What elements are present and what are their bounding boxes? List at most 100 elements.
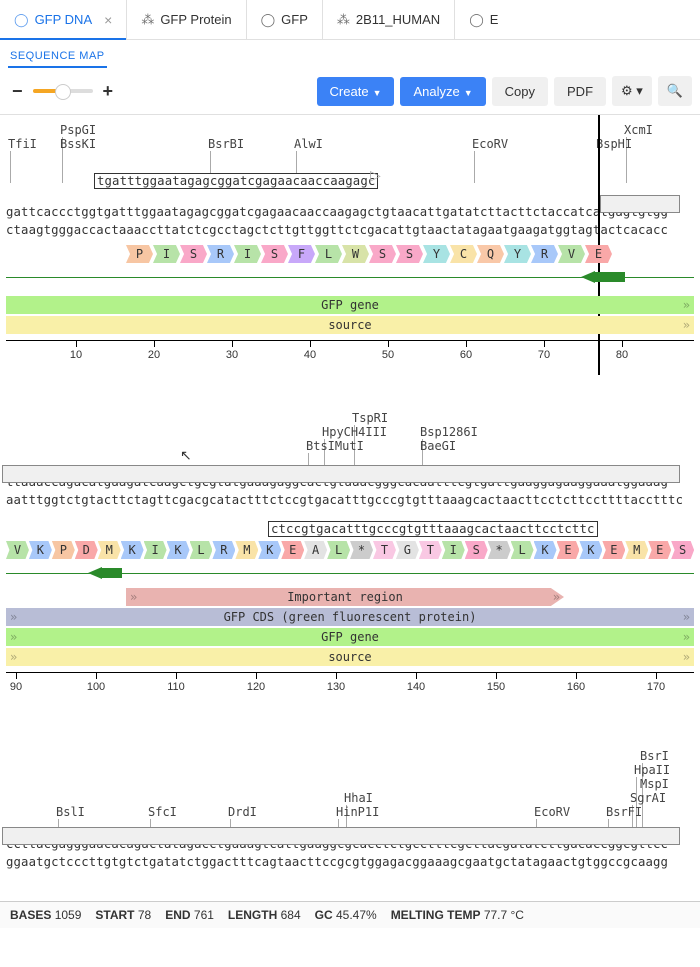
sequence-reverse[interactable]: ctaagtgggaccactaaaccttatctcgcctagctcttgt… xyxy=(6,221,694,239)
amino-acid: K xyxy=(534,541,557,559)
tab-2b11[interactable]: ⁂ 2B11_HUMAN xyxy=(323,0,455,39)
enzyme-label[interactable]: EcoRV xyxy=(472,137,508,151)
length-label: LENGTH xyxy=(228,908,277,922)
axis-tick-label: 70 xyxy=(538,349,550,361)
enzyme-label[interactable]: BtsIMutI xyxy=(306,439,364,453)
amino-acid: R xyxy=(207,245,234,263)
sequence-forward[interactable]: gattcaccctggtgatttggaatagagcggatcgagaaca… xyxy=(6,203,694,221)
toolbar: − + Create▼ Analyze▼ Copy PDF ⚙ ▾ 🔍 xyxy=(0,68,700,115)
amino-acid: P xyxy=(52,541,75,559)
feature-line xyxy=(6,277,694,278)
protein-icon: ⁂ xyxy=(141,12,154,28)
axis-tick-label: 150 xyxy=(487,681,505,693)
axis-tick-label: 110 xyxy=(167,681,185,693)
tab-gfp-protein[interactable]: ⁂ GFP Protein xyxy=(127,0,246,39)
close-icon[interactable]: × xyxy=(104,12,112,28)
enzyme-label[interactable]: BsrBI xyxy=(208,137,244,151)
axis-tick-label: 60 xyxy=(460,349,472,361)
melting-label: MELTING TEMP xyxy=(391,908,481,922)
amino-acid: E xyxy=(585,245,612,263)
pdf-button[interactable]: PDF xyxy=(554,77,606,106)
amino-acid: S xyxy=(465,541,488,559)
gc-label: GC xyxy=(315,908,333,922)
enzyme-label[interactable]: HinP1I xyxy=(336,805,379,819)
axis-tick-label: 140 xyxy=(407,681,425,693)
enzyme-label[interactable]: TfiI xyxy=(8,137,37,151)
dna-icon: ◯ xyxy=(14,12,29,28)
amino-acid: Y xyxy=(504,245,531,263)
amino-acid: S xyxy=(369,245,396,263)
amino-acid: M xyxy=(98,541,121,559)
enzyme-label[interactable]: XcmI xyxy=(624,123,653,137)
enzyme-label[interactable]: BspHI xyxy=(596,137,632,151)
selection-box xyxy=(2,827,680,845)
zoom-out-button[interactable]: − xyxy=(8,81,27,102)
feature-source[interactable]: source xyxy=(6,316,694,334)
amino-acid: I xyxy=(442,541,465,559)
enzyme-label[interactable]: TspRI xyxy=(352,411,388,425)
amino-acid: D xyxy=(75,541,98,559)
enzyme-label[interactable]: BssKI xyxy=(60,137,96,151)
amino-acid: K xyxy=(29,541,52,559)
enzyme-label[interactable]: SgrAI xyxy=(630,791,666,805)
dna-icon: ◯ xyxy=(261,12,276,28)
enzyme-label[interactable]: BsrI xyxy=(640,749,669,763)
sequence-reverse[interactable]: ggaatgctcccttgtgtctgatatctggactttcagtaac… xyxy=(6,853,694,871)
pointer-icon: ▷ xyxy=(370,167,381,184)
tab-extra[interactable]: ◯ E xyxy=(455,0,512,39)
sequence-panel-2: ↖ TspRIHpyCH4IIIBsp1286IBtsIMutIBaeGI tt… xyxy=(0,403,700,733)
tab-label: GFP Protein xyxy=(160,12,231,27)
enzyme-label[interactable]: MspI xyxy=(640,777,669,791)
create-button[interactable]: Create▼ xyxy=(317,77,395,106)
search-button[interactable]: 🔍 xyxy=(658,76,692,106)
feature-important-region[interactable]: Important region xyxy=(126,588,564,606)
zoom-in-button[interactable]: + xyxy=(99,81,118,102)
feature-source[interactable]: source xyxy=(6,648,694,666)
copy-button[interactable]: Copy xyxy=(492,77,548,106)
sequence-reverse[interactable]: aatttggtctgtacttctagttcgacgcatactttctccg… xyxy=(6,491,694,509)
gc-value: 45.47% xyxy=(336,908,377,922)
zoom-slider[interactable] xyxy=(33,89,93,93)
axis-tick-label: 50 xyxy=(382,349,394,361)
amino-acid: A xyxy=(304,541,327,559)
tab-gfp[interactable]: ◯ GFP xyxy=(247,0,323,39)
amino-acid-row: VKPDMKIKLRMKEAL*TGTIS*LKEKEMES xyxy=(6,541,694,559)
enzyme-label[interactable]: EcoRV xyxy=(534,805,570,819)
subtab-sequence-map[interactable]: SEQUENCE MAP xyxy=(8,46,107,68)
analyze-button[interactable]: Analyze▼ xyxy=(400,77,485,106)
amino-acid: S xyxy=(396,245,423,263)
enzyme-label[interactable]: BaeGI xyxy=(420,439,456,453)
start-value: 78 xyxy=(138,908,151,922)
enzyme-label[interactable]: Bsp1286I xyxy=(420,425,478,439)
settings-button[interactable]: ⚙ ▾ xyxy=(612,76,652,106)
subtabs: SEQUENCE MAP xyxy=(0,40,700,68)
enzyme-label[interactable]: HpaII xyxy=(634,763,670,777)
amino-acid: K xyxy=(167,541,190,559)
feature-line xyxy=(6,573,694,574)
tab-gfp-dna[interactable]: ◯ GFP DNA × xyxy=(0,0,127,39)
amino-acid: L xyxy=(315,245,342,263)
enzyme-label[interactable]: SfcI xyxy=(148,805,177,819)
enzyme-label[interactable]: PspGI xyxy=(60,123,96,137)
amino-acid: V xyxy=(558,245,585,263)
amino-acid: E xyxy=(648,541,671,559)
amino-acid: K xyxy=(258,541,281,559)
enzyme-label[interactable]: BslI xyxy=(56,805,85,819)
amino-acid: M xyxy=(235,541,258,559)
end-label: END xyxy=(165,908,190,922)
enzyme-label[interactable]: BsrFI xyxy=(606,805,642,819)
axis-tick-label: 20 xyxy=(148,349,160,361)
feature-gfp-gene[interactable]: GFP gene xyxy=(6,296,694,314)
axis-tick-label: 170 xyxy=(647,681,665,693)
bases-label: BASES xyxy=(10,908,51,922)
axis-tick-label: 130 xyxy=(327,681,345,693)
feature-gfp-gene[interactable]: GFP gene xyxy=(6,628,694,646)
enzyme-label[interactable]: HhaI xyxy=(344,791,373,805)
enzyme-label[interactable]: DrdI xyxy=(228,805,257,819)
enzyme-label[interactable]: AlwI xyxy=(294,137,323,151)
feature-gfp-cds[interactable]: GFP CDS (green fluorescent protein) xyxy=(6,608,694,626)
amino-acid: G xyxy=(396,541,419,559)
amino-acid: I xyxy=(234,245,261,263)
axis-tick-label: 90 xyxy=(10,681,22,693)
enzyme-label[interactable]: HpyCH4III xyxy=(322,425,387,439)
